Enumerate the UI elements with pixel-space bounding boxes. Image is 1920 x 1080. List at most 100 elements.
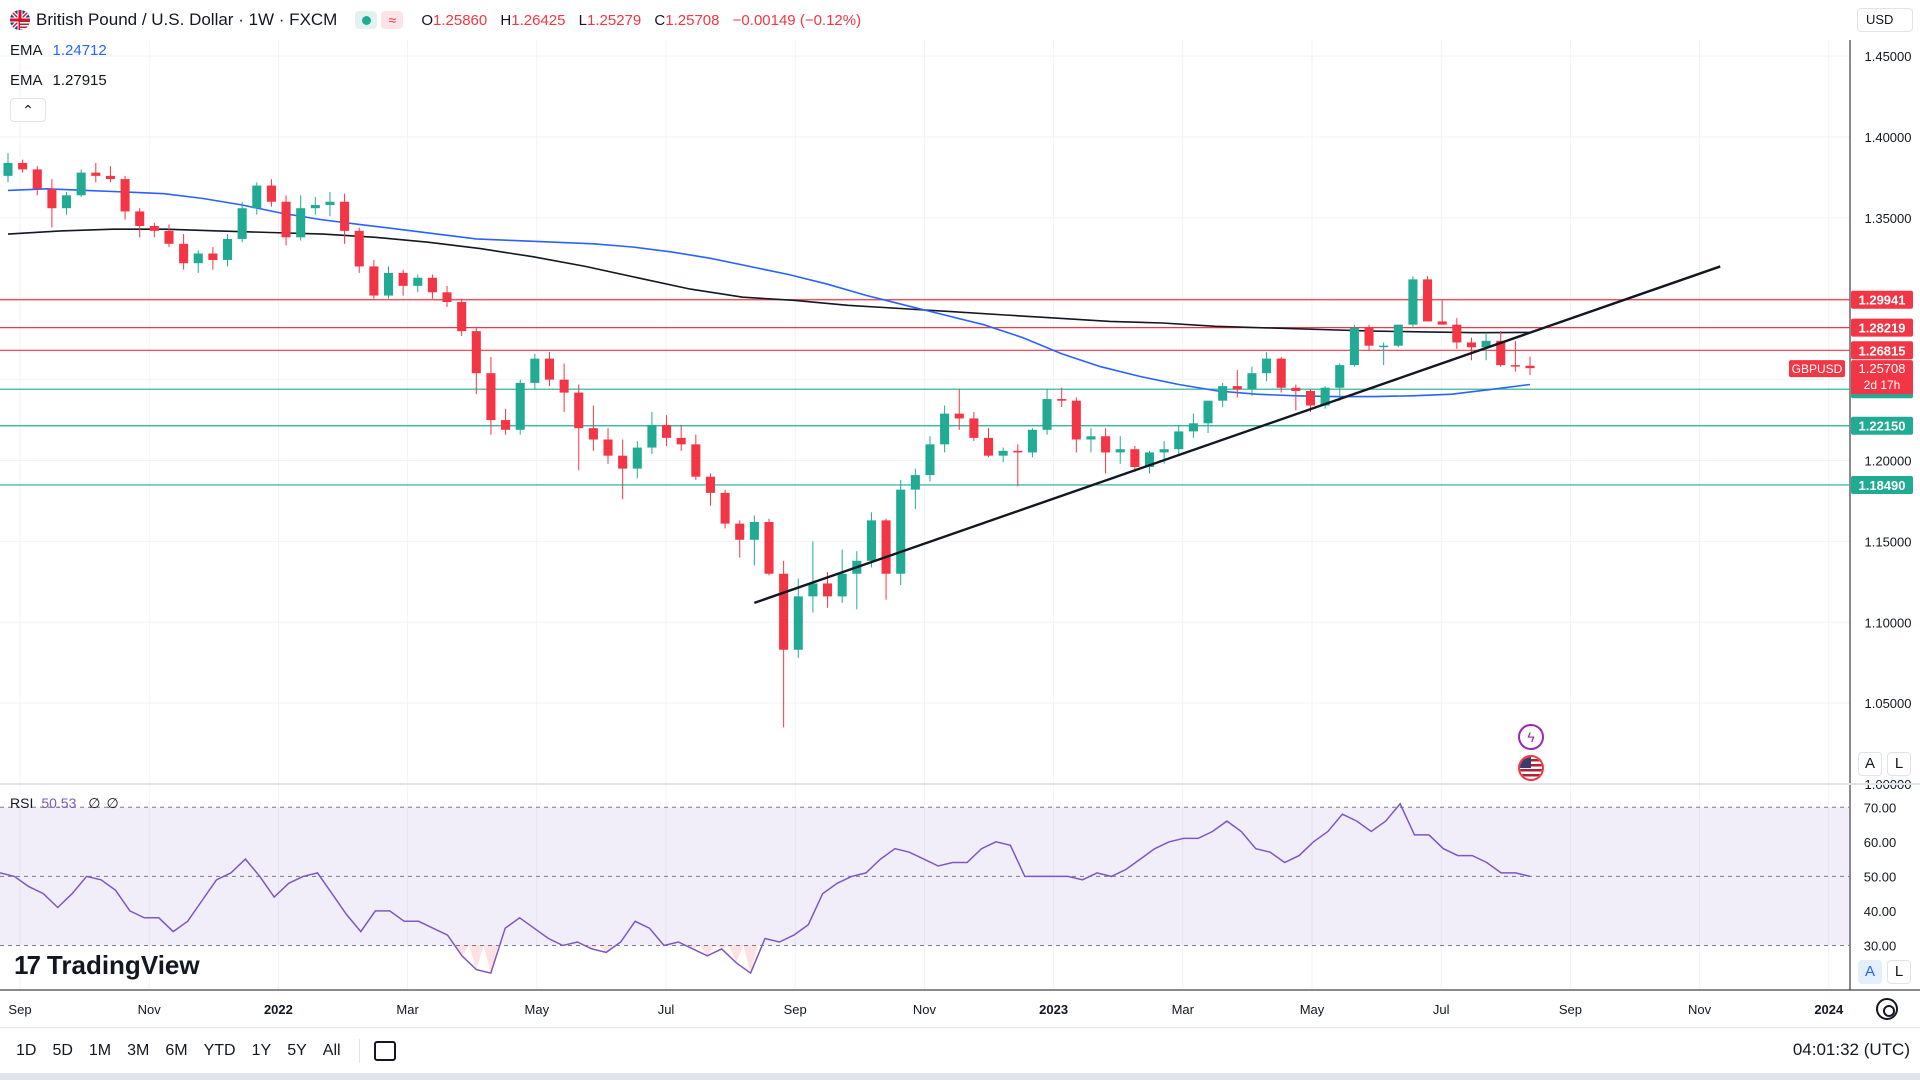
market-status-button[interactable] [355,11,378,29]
period-5d-button[interactable]: 5D [52,1041,73,1059]
symbol-tag-bg [1789,360,1845,378]
symbol-tag: GBPUSD [1792,362,1843,376]
time-tick-label: May [525,1002,550,1017]
candle-body [1013,450,1023,453]
rsi-legend[interactable]: RSI 50.53 ∅ ∅ [10,795,119,811]
countdown-label: 2d 17h [1864,378,1901,392]
candle-body [135,211,145,226]
candle-body [544,358,555,380]
candle-body [501,420,511,430]
price-tick-label: 1.20000 [1865,454,1912,469]
time-tick-label: 2022 [264,1002,293,1017]
candle-body [559,379,569,393]
candle-body [252,185,262,209]
candle-body [1349,327,1359,366]
candle-body [515,382,525,430]
period-3m-button[interactable]: 3M [127,1041,150,1059]
period-ytd-button[interactable]: YTD [203,1041,236,1059]
rsi-log-scale-button[interactable]: L [1887,960,1911,984]
candle-body [427,277,437,293]
candle-body [1408,279,1418,325]
rsi-line [0,802,1531,975]
trendline [753,265,1721,604]
period-toolbar: 1D 5D 1M 3M 6M YTD 1Y 5Y All 04:01:32 (U… [0,1027,1920,1073]
currency-selector[interactable]: USD [1857,8,1913,32]
auto-scale-button[interactable]: A [1858,752,1882,776]
level-price-label: 1.26815 [1859,343,1906,358]
candle-body [1115,449,1125,453]
candle-body [383,272,394,296]
time-tick-label: Mar [396,1002,419,1017]
candle-body [647,424,657,448]
candle-body [1423,279,1433,322]
candle-body [1057,399,1067,401]
last-price-tag [1851,360,1913,395]
level-price-tag [1851,475,1913,494]
rsi-tick-label: 40.00 [1864,904,1897,919]
time-tick-label: Jul [658,1002,675,1017]
ema-fast-line [7,187,1531,398]
last-price-label: 1.25708 [1859,361,1906,376]
us-flag-icon[interactable] [1518,755,1544,781]
candle-body [3,162,13,176]
utc-clock[interactable]: 04:01:32 (UTC) [1792,1040,1910,1059]
candle-body [1144,452,1155,467]
candle-body [471,331,481,374]
rsi-band [0,807,1850,946]
compare-button[interactable]: ≈ [381,11,404,29]
candle-body [281,201,291,238]
candle-body [32,169,42,189]
period-1m-button[interactable]: 1M [88,1041,112,1059]
candle-body [398,272,408,286]
candle-body [164,230,174,244]
candle-body [179,243,189,264]
candle-body [1188,423,1198,432]
candle-body [632,447,642,469]
collapse-legend-button[interactable]: ⌃ [10,98,46,122]
level-price-tag [1851,318,1913,337]
candle-body [1496,340,1506,366]
candle-body [149,226,159,231]
level-price-label: 1.29941 [1859,293,1906,308]
candle-body [1379,345,1389,348]
candle-body [310,204,320,209]
rsi-auto-scale-button[interactable]: A [1858,960,1882,984]
tradingview-mark-icon: 17 [14,950,41,980]
symbol-title[interactable]: British Pound / U.S. Dollar · 1W · FXCM [36,10,338,29]
period-1d-button[interactable]: 1D [16,1041,37,1059]
candle-body [808,583,818,597]
time-tick-label: Sep [8,1002,31,1017]
ema-slow-legend[interactable]: EMA 1.27915 [10,72,107,89]
candle-body [62,195,72,209]
candle-body [764,521,774,574]
candle-body [354,230,364,267]
tradingview-logo[interactable]: 17 TradingView [14,950,200,980]
candle-body [618,455,628,469]
candle-body [881,520,891,574]
candle-body [983,437,994,456]
candle-body [588,428,598,440]
candle-body [442,292,452,303]
candle-body [837,573,847,597]
time-tick-label: Sep [1559,1002,1582,1017]
lightning-icon[interactable]: ϟ [1518,724,1544,750]
ema-fast-legend[interactable]: EMA 1.24712 [10,42,107,59]
log-scale-button[interactable]: L [1887,752,1911,776]
candle-body [457,302,467,332]
candle-body [222,238,233,260]
candle-body [47,188,57,209]
period-5y-button[interactable]: 5Y [287,1041,307,1059]
period-6m-button[interactable]: 6M [165,1041,188,1059]
period-all-button[interactable]: All [322,1041,341,1059]
symbol-header[interactable]: British Pound / U.S. Dollar · 1W · FXCM … [10,8,870,32]
candle-body [1247,373,1257,390]
candle-body [940,413,950,445]
period-1y-button[interactable]: 1Y [251,1041,272,1059]
calendar-icon[interactable] [373,1040,396,1061]
candle-body [208,253,218,260]
gear-icon[interactable] [1876,998,1898,1020]
candle-body [1276,358,1286,388]
candle-body [266,185,276,202]
